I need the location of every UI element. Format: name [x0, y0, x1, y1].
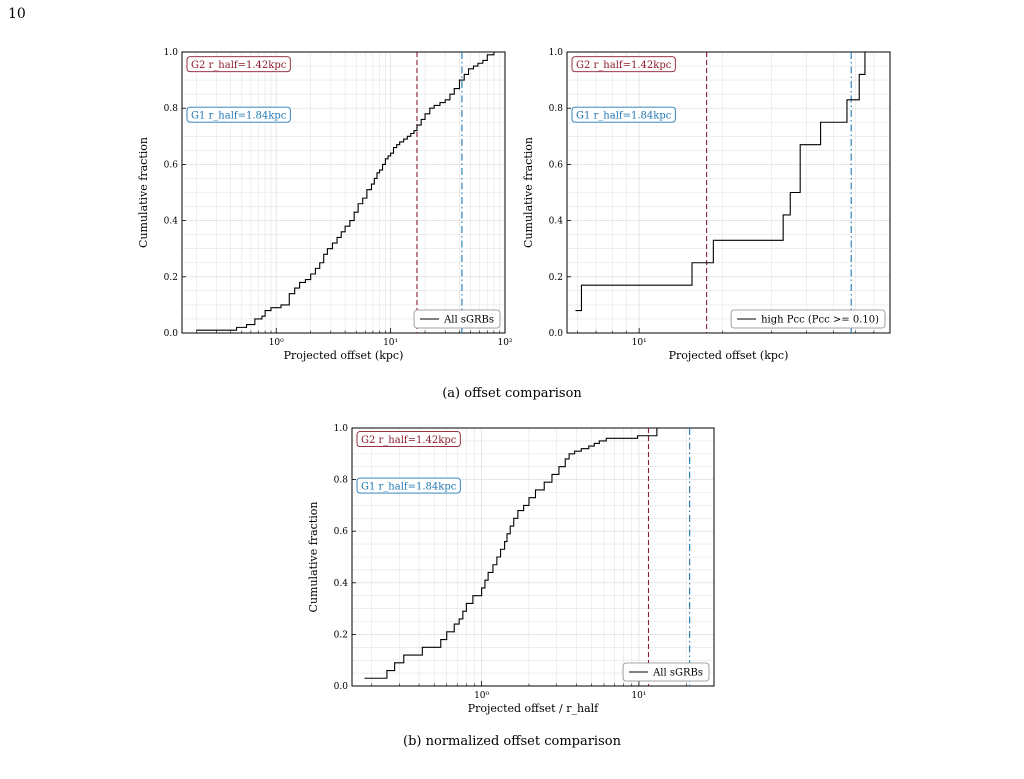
x-tick-label: 10⁰ — [474, 691, 489, 701]
cdf-step-series — [196, 52, 495, 331]
x-tick-label: 10¹ — [631, 691, 646, 701]
y-tick-label: 1.0 — [549, 48, 564, 58]
x-tick-label: 10² — [497, 338, 512, 348]
x-axis-label: Projected offset (kpc) — [284, 349, 404, 362]
legend-label: All sGRBs — [652, 668, 703, 679]
y-tick-label: 0.2 — [549, 273, 563, 283]
y-tick-label: 0.8 — [549, 104, 564, 114]
x-tick-label: 10¹ — [632, 338, 647, 348]
plot-frame — [181, 51, 506, 334]
chart-offset-high-pcc: 0.0 0.2 0.4 0.6 0.8 1.0 10¹ Projected offset (k… — [522, 48, 891, 362]
y-tick-label: 1.0 — [164, 48, 179, 58]
caption-a: (a) offset comparison — [442, 386, 582, 401]
annotation-box — [571, 56, 676, 73]
y-tick-label: 0.2 — [334, 630, 348, 640]
x-axis-label: Projected offset (kpc) — [669, 349, 789, 362]
y-tick-label: 0.8 — [164, 104, 179, 114]
annotation-box — [571, 106, 676, 123]
y-tick-label: 0.6 — [549, 160, 564, 170]
chart-normalized-offset: 0.0 0.2 0.4 0.6 0.8 1.0 10⁰ 10¹ Projected offset… — [307, 424, 715, 715]
y-tick-label: 1.0 — [334, 424, 349, 434]
y-tick-label: 0.0 — [549, 329, 564, 339]
y-tick-label: 0.4 — [164, 217, 179, 227]
g2-annotation: G2 r_half=1.42kpc — [361, 435, 457, 446]
x-axis-label: Projected offset / r_half — [468, 702, 599, 715]
legend-box — [622, 662, 710, 682]
legend-box — [413, 309, 501, 329]
y-tick-label: 0.4 — [549, 217, 564, 227]
cdf-step-series — [575, 52, 866, 312]
y-tick-label: 0.0 — [334, 682, 349, 692]
y-axis-label: Cumulative fraction — [522, 137, 535, 248]
annotation-box — [186, 106, 291, 123]
y-tick-label: 0.6 — [164, 160, 179, 170]
annotation-box — [356, 431, 461, 448]
y-tick-label: 0.0 — [164, 329, 179, 339]
legend-box — [730, 309, 886, 329]
plot-frame — [566, 51, 891, 334]
y-tick-label: 0.8 — [334, 476, 349, 486]
plot-frame — [351, 427, 715, 687]
y-axis-label: Cumulative fraction — [307, 502, 320, 613]
g1-annotation: G1 r_half=1.84kpc — [576, 111, 672, 122]
y-tick-label: 0.2 — [164, 273, 178, 283]
y-tick-label: 0.4 — [334, 579, 349, 589]
gridlines — [352, 427, 715, 687]
legend-label: high Pcc (Pcc >= 0.10) — [761, 315, 879, 326]
x-tick-label: 10¹ — [383, 338, 398, 348]
g2-annotation: G2 r_half=1.42kpc — [191, 60, 287, 71]
x-tick-label: 10⁰ — [269, 338, 284, 348]
annotation-box — [186, 56, 291, 73]
annotation-box — [356, 477, 461, 494]
g1-annotation: G1 r_half=1.84kpc — [191, 111, 287, 122]
y-axis-label: Cumulative fraction — [137, 137, 150, 248]
g2-annotation: G2 r_half=1.42kpc — [576, 60, 672, 71]
gridlines — [567, 51, 891, 334]
cdf-step-series — [364, 428, 658, 679]
caption-b: (b) normalized offset comparison — [403, 734, 621, 749]
chart-offset-all: 0.0 0.2 0.4 0.6 0.8 1.0 10⁰ 10¹ 10² Projected off… — [137, 48, 513, 362]
y-tick-label: 0.6 — [334, 527, 349, 537]
legend-label: All sGRBs — [443, 315, 494, 326]
gridlines — [182, 51, 506, 334]
g1-annotation: G1 r_half=1.84kpc — [361, 482, 457, 493]
page-number: 10 — [8, 6, 26, 22]
